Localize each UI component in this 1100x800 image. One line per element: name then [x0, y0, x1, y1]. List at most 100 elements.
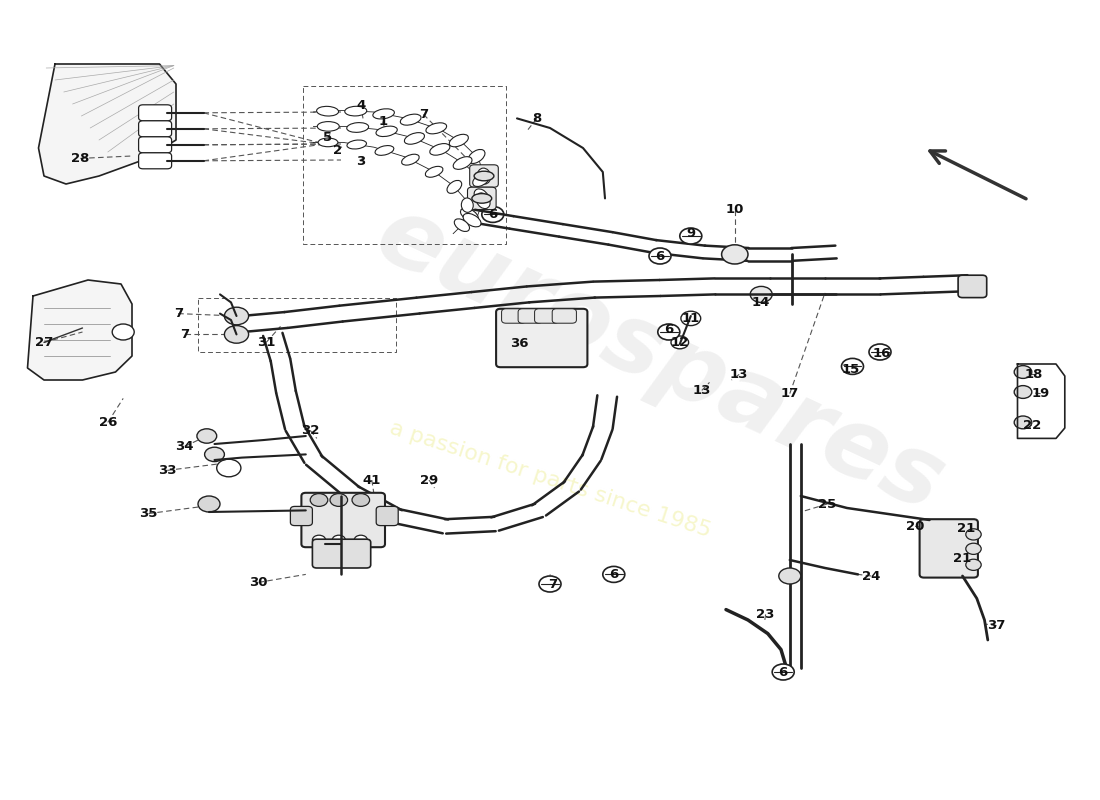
Circle shape — [205, 447, 224, 462]
Text: 22: 22 — [1023, 419, 1041, 432]
Text: 34: 34 — [176, 440, 194, 453]
Ellipse shape — [430, 143, 450, 155]
Text: 14: 14 — [752, 296, 770, 309]
Text: 16: 16 — [873, 347, 891, 360]
Circle shape — [966, 543, 981, 554]
Text: 10: 10 — [726, 203, 744, 216]
Circle shape — [556, 310, 573, 322]
Ellipse shape — [426, 123, 447, 134]
FancyBboxPatch shape — [535, 309, 559, 323]
FancyBboxPatch shape — [312, 539, 371, 568]
Circle shape — [112, 324, 134, 340]
Text: 11: 11 — [682, 312, 700, 325]
Circle shape — [354, 535, 367, 545]
Text: 6: 6 — [656, 250, 664, 262]
Circle shape — [722, 245, 748, 264]
FancyBboxPatch shape — [552, 309, 576, 323]
Ellipse shape — [346, 122, 368, 132]
Circle shape — [224, 326, 249, 343]
Ellipse shape — [463, 214, 481, 227]
Text: 31: 31 — [257, 336, 275, 349]
Circle shape — [1014, 366, 1032, 378]
Text: 35: 35 — [140, 507, 157, 520]
Circle shape — [352, 494, 370, 506]
Text: eurospares: eurospares — [362, 188, 958, 532]
Circle shape — [779, 568, 801, 584]
Text: 6: 6 — [779, 666, 788, 678]
Text: 29: 29 — [420, 474, 438, 486]
Ellipse shape — [476, 193, 491, 209]
Text: 27: 27 — [35, 336, 53, 349]
FancyBboxPatch shape — [139, 121, 172, 137]
Circle shape — [330, 494, 348, 506]
Text: 12: 12 — [671, 336, 689, 349]
FancyBboxPatch shape — [920, 519, 978, 578]
Text: 24: 24 — [862, 570, 880, 582]
Ellipse shape — [472, 194, 492, 203]
Circle shape — [869, 344, 891, 360]
Ellipse shape — [317, 106, 339, 116]
Circle shape — [1014, 416, 1032, 429]
Text: 37: 37 — [988, 619, 1005, 632]
Circle shape — [671, 336, 689, 349]
Text: 33: 33 — [158, 464, 176, 477]
FancyBboxPatch shape — [139, 105, 172, 121]
Circle shape — [197, 429, 217, 443]
Circle shape — [1014, 386, 1032, 398]
Ellipse shape — [453, 157, 472, 170]
Ellipse shape — [400, 114, 421, 125]
Text: 2: 2 — [333, 144, 342, 157]
FancyBboxPatch shape — [468, 187, 496, 210]
Circle shape — [658, 324, 680, 340]
Ellipse shape — [405, 133, 425, 144]
Text: 9: 9 — [686, 227, 695, 240]
Text: 6: 6 — [664, 323, 673, 336]
Text: 4: 4 — [356, 99, 365, 112]
Circle shape — [538, 310, 556, 322]
Ellipse shape — [449, 134, 469, 147]
FancyBboxPatch shape — [496, 309, 587, 367]
Text: 6: 6 — [488, 208, 497, 221]
Text: 7: 7 — [174, 307, 183, 320]
Circle shape — [224, 307, 249, 325]
Polygon shape — [39, 64, 176, 184]
Ellipse shape — [469, 150, 485, 163]
Circle shape — [312, 535, 326, 545]
Text: 19: 19 — [1032, 387, 1049, 400]
Ellipse shape — [454, 219, 470, 231]
Text: 3: 3 — [356, 155, 365, 168]
Text: 30: 30 — [250, 576, 267, 589]
Ellipse shape — [474, 189, 488, 204]
Text: a passion for parts since 1985: a passion for parts since 1985 — [387, 418, 713, 542]
FancyBboxPatch shape — [376, 506, 398, 526]
Ellipse shape — [477, 168, 491, 184]
Ellipse shape — [461, 198, 473, 212]
FancyBboxPatch shape — [470, 165, 498, 187]
Ellipse shape — [346, 140, 366, 149]
Text: 26: 26 — [99, 416, 117, 429]
FancyBboxPatch shape — [502, 309, 526, 323]
Circle shape — [198, 496, 220, 512]
FancyBboxPatch shape — [290, 506, 312, 526]
Ellipse shape — [461, 208, 478, 222]
Circle shape — [649, 248, 671, 264]
Circle shape — [505, 310, 522, 322]
Text: 41: 41 — [363, 474, 381, 486]
Text: 7: 7 — [419, 108, 428, 121]
Text: 18: 18 — [1025, 368, 1043, 381]
Ellipse shape — [447, 181, 462, 194]
FancyBboxPatch shape — [139, 153, 172, 169]
Text: 13: 13 — [693, 384, 711, 397]
Text: 23: 23 — [757, 608, 774, 621]
Circle shape — [772, 664, 794, 680]
Circle shape — [750, 286, 772, 302]
Text: 36: 36 — [510, 338, 528, 350]
Ellipse shape — [317, 122, 339, 131]
Text: 17: 17 — [781, 387, 799, 400]
Ellipse shape — [344, 106, 366, 116]
Circle shape — [966, 529, 981, 540]
Text: 21: 21 — [957, 522, 975, 534]
Ellipse shape — [473, 173, 490, 186]
Text: 20: 20 — [906, 520, 924, 533]
FancyBboxPatch shape — [958, 275, 987, 298]
